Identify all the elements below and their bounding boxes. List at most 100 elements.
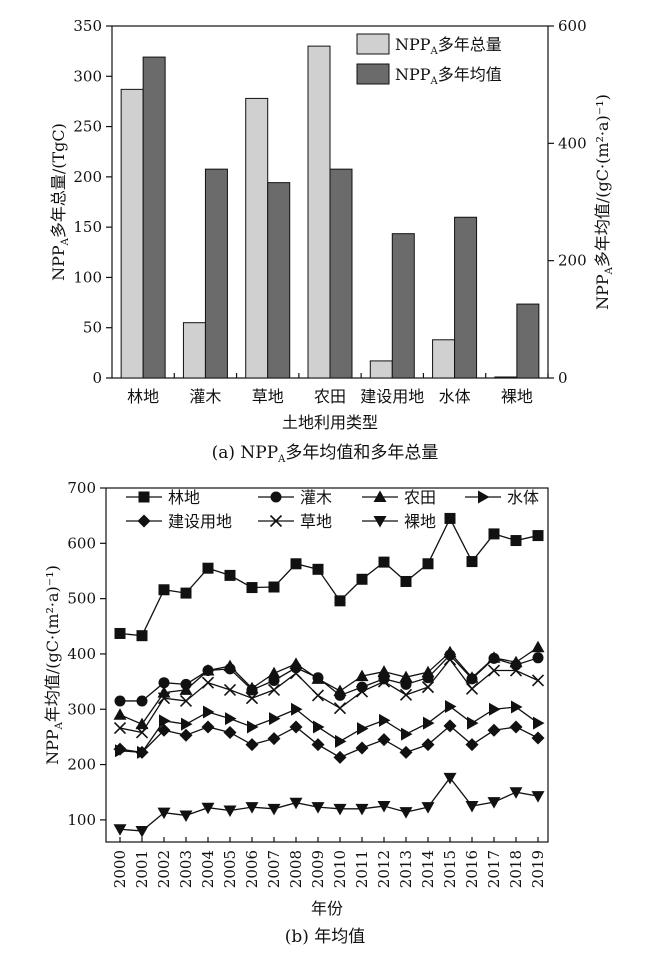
bar-mean (516, 303, 540, 379)
x-marker (113, 721, 127, 735)
square-marker (312, 563, 324, 575)
square-marker (510, 535, 522, 547)
y-tick-label: 100 (67, 811, 96, 829)
triangle-up-marker (113, 708, 127, 720)
x-tick-label: 2001 (133, 850, 151, 888)
diamond-marker (443, 719, 457, 733)
triangle-right-marker (533, 716, 545, 730)
triangle-down-marker (223, 805, 237, 817)
x-marker-stroke (269, 514, 283, 528)
square-marker (356, 573, 368, 585)
triangle-right-marker (511, 700, 523, 714)
triangle-right-marker (401, 727, 413, 741)
x-tick-label: 2000 (111, 850, 129, 888)
x-marker (531, 674, 545, 687)
square-marker (400, 575, 412, 587)
triangle-down-marker (179, 810, 193, 822)
legend-swatch (356, 33, 390, 55)
triangle-right-marker (335, 734, 347, 748)
caption-a: (a) NPPA多年均值和多年总量 (212, 443, 439, 465)
triangle-down-marker (421, 802, 435, 814)
x-marker-stroke (421, 681, 435, 694)
bar-total (307, 45, 331, 379)
x-tick-label: 农田 (314, 387, 346, 406)
legend-label: NPPA多年总量 (395, 35, 502, 57)
x-marker-stroke (355, 685, 369, 698)
bar-total (245, 97, 269, 379)
y-tick-label: 250 (73, 118, 102, 136)
triangle-up-marker (201, 664, 215, 676)
x-tick-label: 林地 (127, 387, 159, 406)
x-tick-label: 2014 (419, 850, 437, 888)
x-marker (201, 676, 215, 689)
x-marker-stroke (179, 694, 193, 708)
legend-label: 水体 (507, 488, 539, 507)
triangle-up-marker (373, 490, 387, 502)
bar-mean (204, 168, 228, 379)
x-marker-stroke (377, 675, 391, 688)
y-tick-label: 50 (83, 319, 102, 337)
series-水体 (115, 699, 545, 759)
diamond-marker (267, 732, 281, 746)
x-marker-stroke (465, 682, 479, 695)
triangle-down-marker (267, 803, 281, 816)
y-tick-label: 200 (67, 756, 96, 774)
legend-label: 林地 (168, 488, 200, 507)
x-marker-stroke (157, 692, 171, 705)
legend-label: 灌木 (300, 488, 332, 507)
x-tick-label: 草地 (252, 387, 284, 406)
legend-item: 水体 (465, 488, 539, 507)
bar-total (120, 88, 144, 379)
triangle-up-marker (377, 665, 391, 677)
x-marker (267, 683, 281, 696)
diamond-marker (113, 742, 127, 756)
bar-total (182, 322, 206, 379)
diamond-marker (487, 723, 501, 737)
legend-item: 草地 (258, 512, 332, 531)
circle-marker (270, 491, 282, 503)
series-农田 (113, 640, 545, 730)
x-tick-label: 2009 (309, 850, 327, 888)
x-marker-stroke (245, 692, 259, 705)
bar-mean (142, 56, 166, 379)
y2-tick-label: 0 (558, 369, 568, 387)
square-marker (334, 595, 346, 607)
diamond-marker (137, 514, 151, 528)
x-marker-stroke (289, 667, 303, 680)
square-marker (202, 562, 214, 574)
x-marker (399, 688, 413, 701)
diamond-marker (333, 750, 347, 764)
x-tick-label: 裸地 (501, 387, 533, 406)
triangle-up-marker (531, 640, 545, 653)
x-tick-label: 2015 (441, 850, 459, 888)
x-tick-label: 2019 (529, 850, 547, 888)
triangle-right-marker (269, 712, 281, 726)
diamond-marker (399, 745, 413, 759)
y-tick-label: 300 (67, 700, 96, 718)
x-tick-label: 2003 (177, 850, 195, 888)
diamond-marker (531, 731, 545, 745)
x-marker (179, 694, 193, 708)
square-marker (246, 582, 258, 594)
x-tick-label: 2004 (199, 850, 217, 888)
triangle-right-marker (247, 720, 259, 734)
y-tick-label: 200 (73, 168, 102, 186)
y-tick-label: 150 (73, 218, 102, 236)
chart-a: 0 50 100 150 200 250 300 350 0 200 400 600 林地 灌木 草地 农田建… (49, 17, 615, 465)
triangle-down-marker (377, 801, 391, 813)
triangle-up-marker (267, 666, 281, 679)
triangle-up-marker (509, 655, 523, 668)
triangle-right-marker (313, 720, 325, 734)
triangle-down-marker (355, 803, 369, 816)
y-tick-label: 350 (73, 17, 102, 35)
legend-swatch (356, 63, 390, 85)
triangle-up-marker (311, 672, 325, 684)
x-marker-stroke (531, 674, 545, 687)
x-axis-title: 年份 (311, 899, 343, 918)
triangle-up-marker (465, 671, 479, 683)
triangle-down-marker (531, 791, 545, 803)
x-tick-label: 2005 (221, 850, 239, 888)
triangle-right-marker (379, 713, 391, 727)
triangle-up-marker (179, 683, 193, 695)
diamond-marker (245, 738, 259, 752)
